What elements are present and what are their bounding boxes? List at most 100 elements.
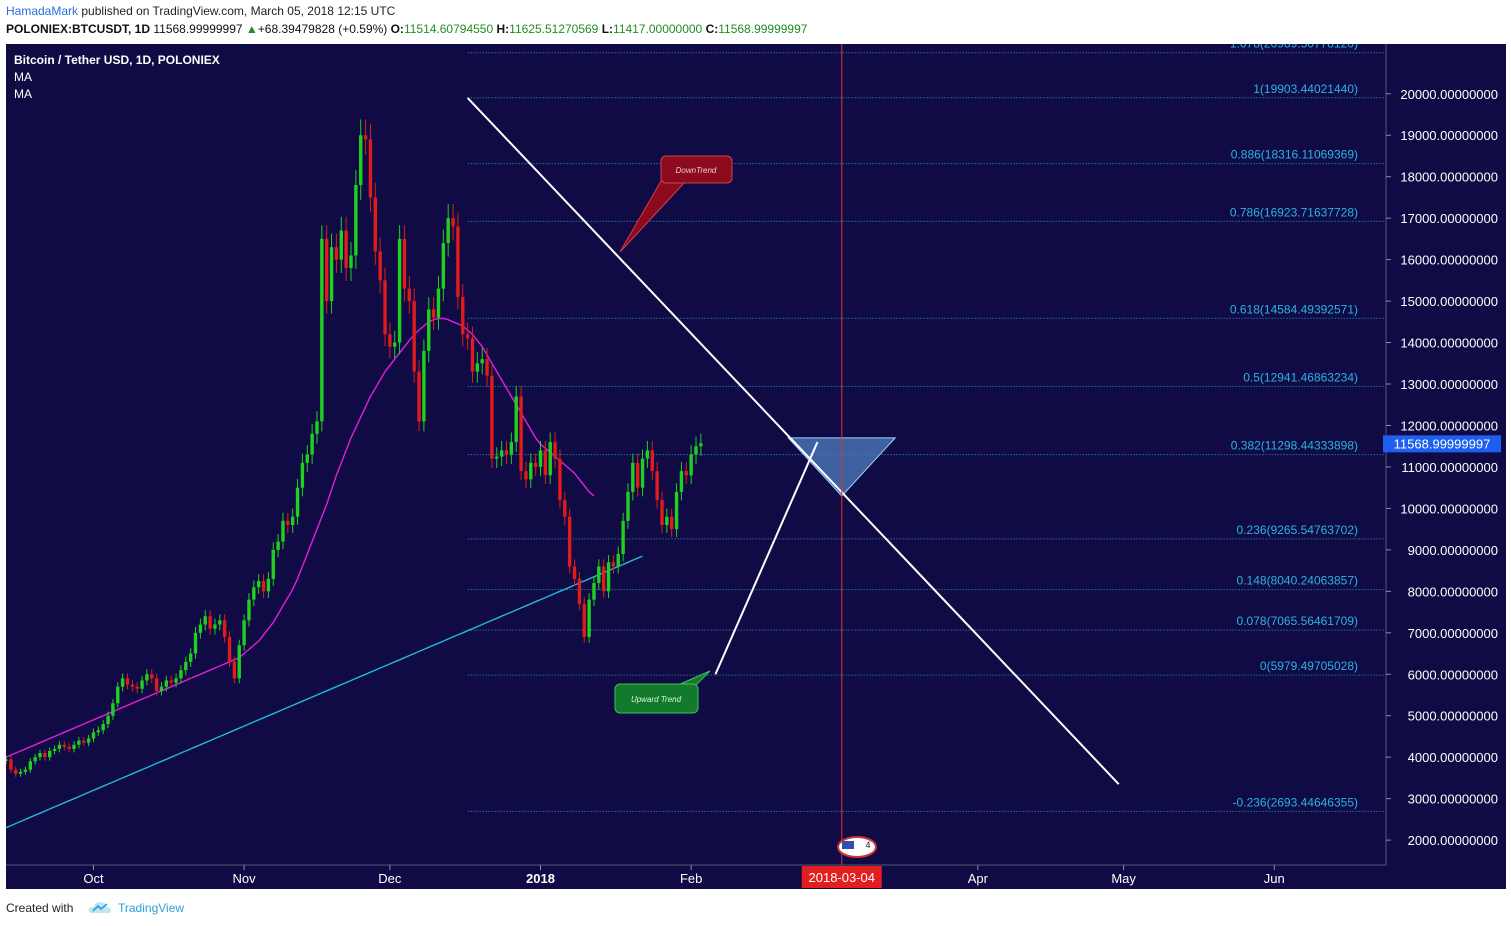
candle bbox=[631, 453, 635, 501]
candle-body bbox=[601, 566, 606, 592]
candle bbox=[164, 675, 169, 692]
candle-body bbox=[344, 230, 348, 268]
trend-lines bbox=[466, 97, 1120, 785]
candle-body bbox=[368, 139, 373, 198]
candle bbox=[417, 360, 421, 432]
author-link[interactable]: HamadaMark bbox=[6, 4, 79, 18]
candle bbox=[694, 436, 698, 464]
candle bbox=[519, 385, 523, 481]
candle-body bbox=[354, 184, 358, 256]
candle bbox=[305, 445, 309, 472]
candle-body bbox=[174, 678, 178, 683]
candle bbox=[159, 681, 164, 696]
candle-body bbox=[252, 587, 256, 600]
candle-body bbox=[48, 750, 52, 758]
candle bbox=[373, 182, 377, 265]
candle-body bbox=[563, 500, 567, 517]
candle-body bbox=[470, 338, 475, 372]
date-marker-tag: 2018-03-04 bbox=[801, 866, 882, 888]
legend-ma-fast[interactable]: MA bbox=[14, 70, 32, 84]
candle bbox=[198, 618, 203, 639]
tradingview-cloud-icon[interactable] bbox=[88, 900, 112, 914]
candle-body bbox=[461, 296, 465, 335]
y-tick-label: 15000.00000000 bbox=[1400, 294, 1498, 309]
candle bbox=[470, 326, 475, 383]
candle bbox=[145, 669, 149, 686]
candle-body bbox=[140, 680, 144, 689]
candle-body bbox=[213, 624, 217, 629]
candle bbox=[271, 542, 275, 586]
candle-body bbox=[295, 487, 300, 517]
price-chart[interactable]: 1.078(20989.50778120) 1(19903.44021440) 0.… bbox=[4, 37, 1506, 889]
candle-body bbox=[23, 769, 28, 772]
candle bbox=[446, 204, 450, 257]
downtrend-callout[interactable]: DownTrend bbox=[619, 155, 733, 253]
candle bbox=[266, 572, 271, 598]
chart-frame[interactable]: 1.078(20989.50778120) 1(19903.44021440) 0.… bbox=[4, 37, 1506, 889]
candle bbox=[514, 385, 518, 452]
candle-body bbox=[320, 238, 324, 422]
flag-icon bbox=[842, 841, 854, 849]
candle bbox=[9, 755, 13, 773]
candle bbox=[242, 614, 246, 651]
candle-body bbox=[218, 620, 222, 625]
legend-ma-slow[interactable]: MA bbox=[14, 87, 32, 101]
candle-body bbox=[533, 462, 538, 467]
candle bbox=[665, 508, 669, 533]
event-badge[interactable]: 4 bbox=[837, 836, 877, 858]
candle-body bbox=[606, 562, 611, 592]
candle bbox=[62, 741, 67, 751]
fib-label-1.078: 1.078(20989.50778120) bbox=[1230, 44, 1358, 51]
x-tick-label: May bbox=[1111, 871, 1136, 886]
candle bbox=[465, 322, 470, 351]
open-value: 11514.60794550 bbox=[403, 22, 494, 36]
candle bbox=[451, 204, 455, 241]
candle-body bbox=[407, 288, 412, 302]
candle-body bbox=[543, 450, 548, 476]
candle-body bbox=[519, 396, 523, 472]
candle bbox=[567, 508, 572, 574]
candle bbox=[344, 216, 348, 282]
candle bbox=[436, 275, 441, 330]
candle bbox=[645, 440, 650, 468]
candle bbox=[213, 618, 217, 635]
published-text: published on TradingView.com, March 05, … bbox=[81, 4, 396, 18]
candle-body bbox=[125, 678, 130, 685]
candle bbox=[281, 512, 285, 550]
x-tick-label: Nov bbox=[233, 871, 257, 886]
candle bbox=[67, 743, 71, 753]
candle-body bbox=[116, 686, 120, 704]
candle-body bbox=[276, 541, 280, 550]
ohlc-line: POLONIEX:BTCUSDT, 1D 11568.99999997 ▲+68… bbox=[6, 22, 807, 36]
upward-trend-callout[interactable]: Upward Trend bbox=[614, 670, 711, 714]
candle-body bbox=[451, 218, 455, 227]
candle bbox=[378, 237, 382, 294]
candle bbox=[111, 698, 115, 720]
candle bbox=[150, 669, 154, 684]
candle-body bbox=[378, 251, 382, 281]
ma-slow-line bbox=[5, 555, 643, 829]
candle bbox=[684, 462, 688, 485]
candle-body bbox=[67, 746, 71, 749]
candle bbox=[227, 631, 232, 668]
candle bbox=[218, 614, 222, 631]
candle-body bbox=[203, 616, 207, 625]
candle-body bbox=[436, 288, 441, 318]
candle-body bbox=[18, 771, 23, 774]
candle bbox=[548, 432, 552, 485]
candle-body bbox=[43, 753, 47, 758]
candle bbox=[116, 681, 120, 708]
candle bbox=[72, 741, 76, 753]
candle-body bbox=[9, 759, 13, 770]
legend-title: Bitcoin / Tether USD, 1D, POLONIEX bbox=[14, 53, 220, 67]
candle bbox=[77, 736, 81, 749]
tradingview-link[interactable]: TradingView bbox=[118, 901, 185, 915]
candle bbox=[256, 574, 261, 594]
candle-body bbox=[674, 491, 679, 530]
candle bbox=[300, 453, 305, 497]
candle-body bbox=[188, 653, 193, 662]
candle bbox=[402, 225, 407, 302]
candle bbox=[592, 576, 596, 607]
candle-body bbox=[315, 421, 319, 434]
candle-body bbox=[242, 620, 246, 646]
